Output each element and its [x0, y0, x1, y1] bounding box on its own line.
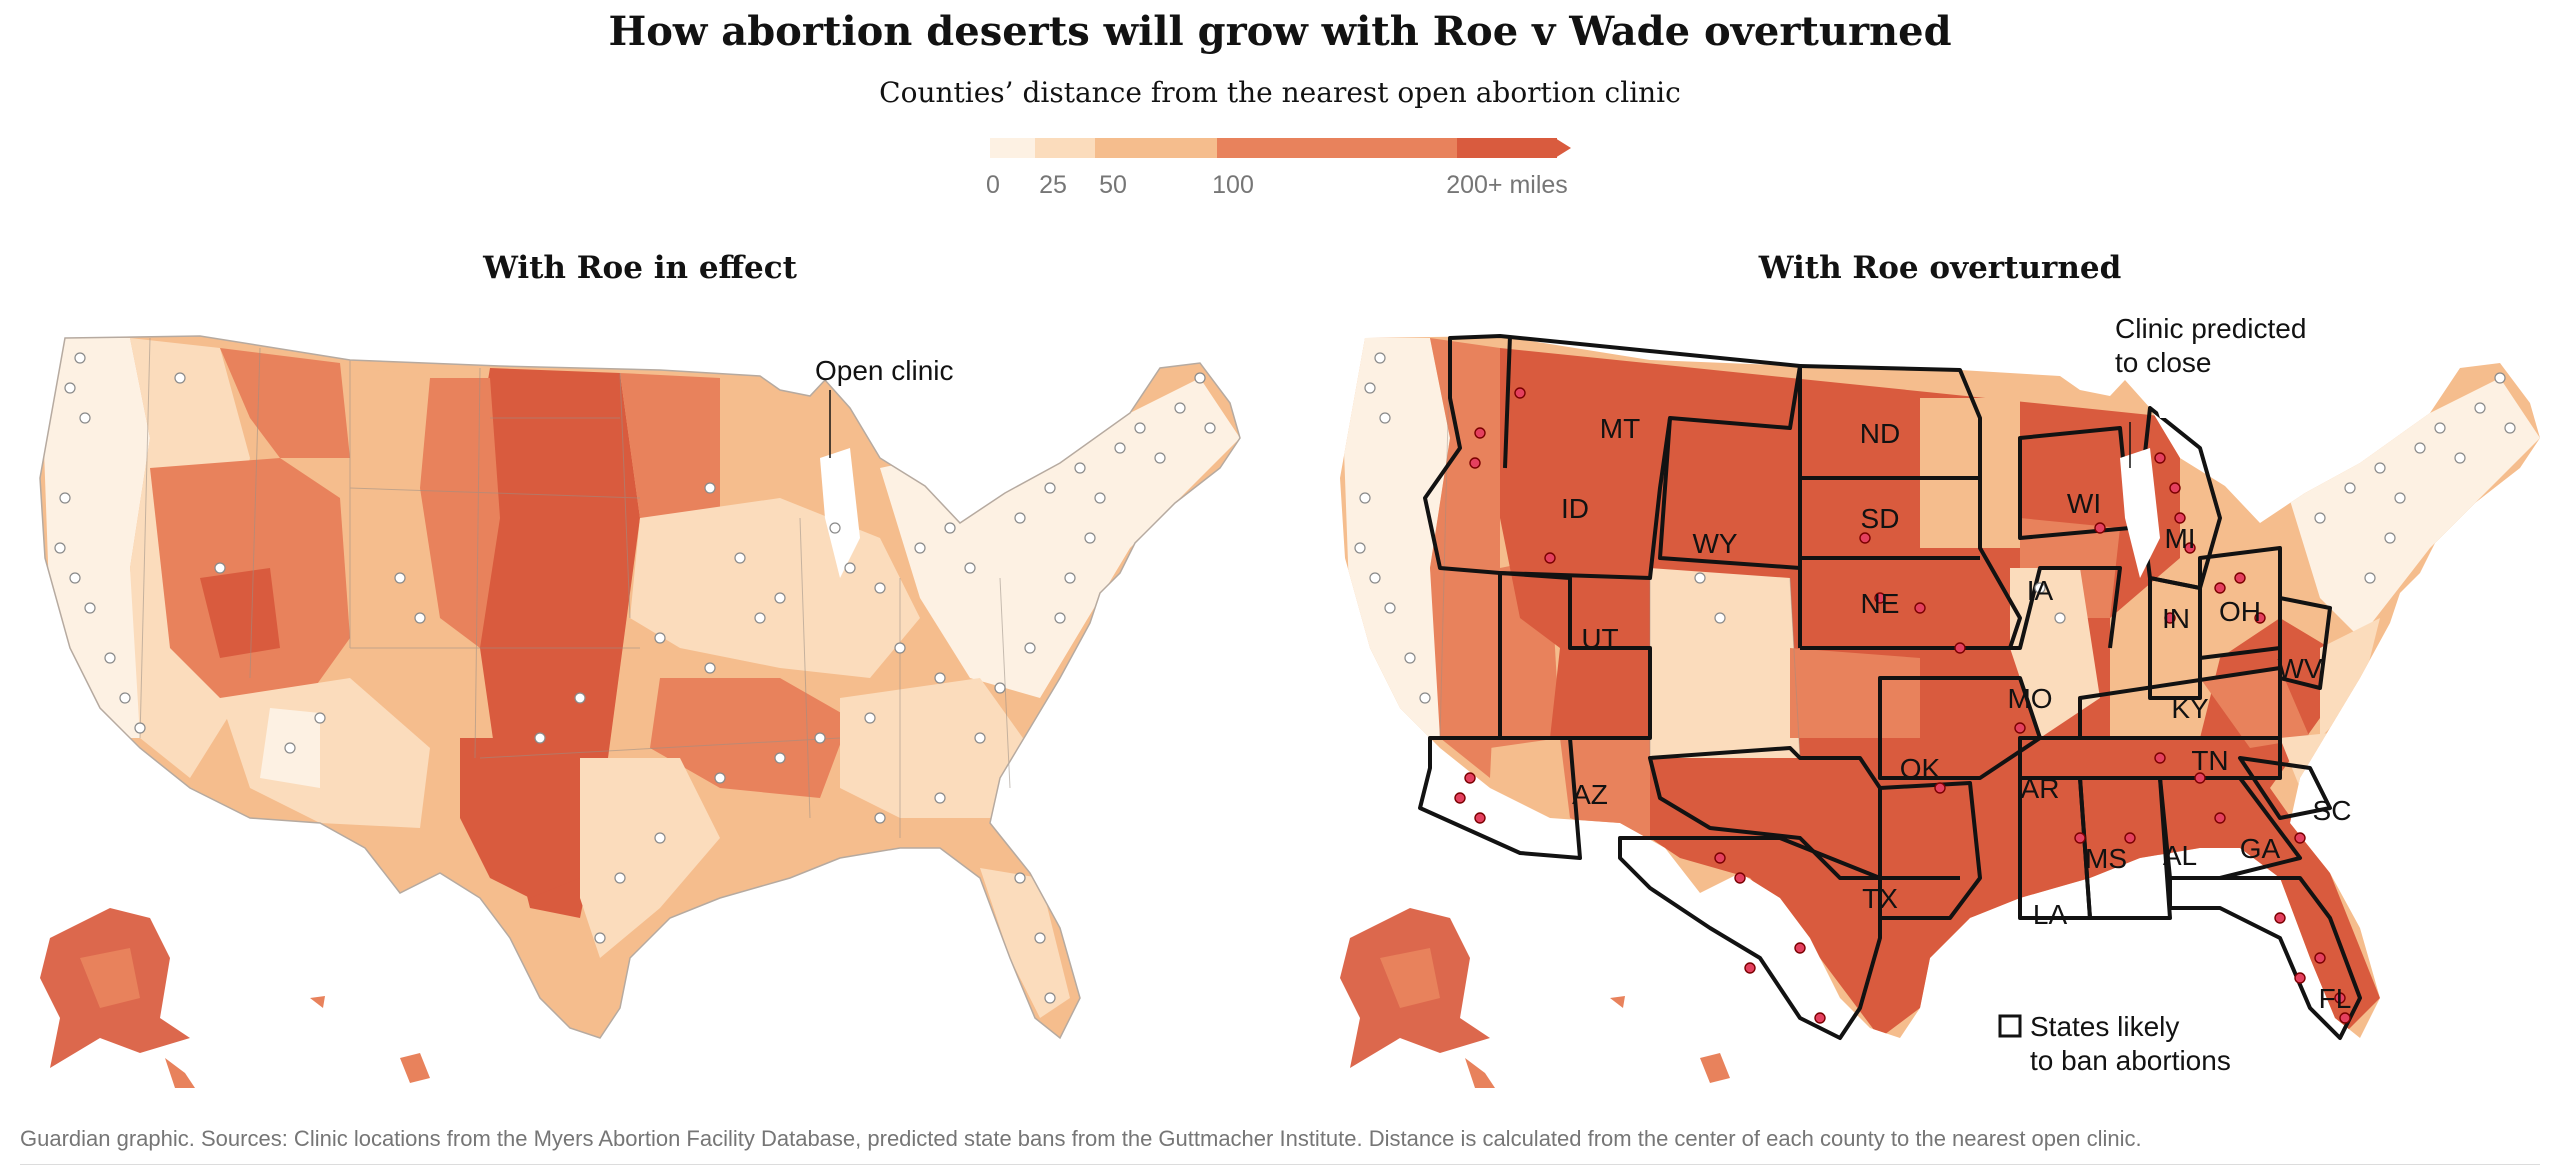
svg-text:WY: WY	[1692, 528, 1737, 559]
svg-text:FL: FL	[2319, 983, 2352, 1014]
svg-text:OK: OK	[1900, 753, 1941, 784]
closing-clinic-markers	[1454, 387, 2351, 1024]
state-labels: MT ND SD WY ID NE UT WI MI IA IN OH MO W…	[1561, 413, 2351, 1014]
right-panel-title: With Roe overturned	[1758, 250, 2122, 286]
svg-text:IN: IN	[2162, 603, 2190, 634]
svg-text:WI: WI	[2067, 488, 2101, 519]
svg-text:ID: ID	[1561, 493, 1589, 524]
svg-text:TN: TN	[2191, 745, 2228, 776]
closing-clinic-annotation-line2: to close	[2115, 347, 2212, 378]
chart-subtitle: Counties’ distance from the nearest open…	[879, 76, 1681, 109]
legend-bin-100-200	[1217, 138, 1457, 158]
legend-tick-200: 200+ miles	[1446, 171, 1568, 199]
ban-state-legend-line2: to ban abortions	[2030, 1045, 2231, 1076]
svg-text:MO: MO	[2007, 683, 2052, 714]
svg-text:AR: AR	[2021, 773, 2060, 804]
legend-tick-25: 25	[1039, 171, 1067, 199]
ban-state-legend-line1: States likely	[2030, 1011, 2179, 1042]
legend-tick-0: 0	[986, 171, 1000, 199]
svg-text:MT: MT	[1600, 413, 1640, 444]
legend-arrow-icon	[1555, 138, 1571, 158]
ban-states-outline	[1418, 334, 2362, 1040]
left-panel-title: With Roe in effect	[483, 250, 797, 286]
open-clinic-markers-right	[1354, 352, 2516, 704]
color-legend: 0 25 50 100 200+ miles	[985, 138, 1585, 208]
legend-tick-100: 100	[1212, 171, 1254, 199]
svg-text:ND: ND	[1860, 418, 1900, 449]
svg-text:MS: MS	[2085, 843, 2127, 874]
svg-text:KY: KY	[2171, 693, 2209, 724]
legend-tick-50: 50	[1099, 171, 1127, 199]
chart-title: How abortion deserts will grow with Roe …	[608, 8, 1952, 55]
open-clinic-markers	[54, 352, 1216, 1004]
svg-text:WV: WV	[2277, 653, 2322, 684]
svg-text:SC: SC	[2313, 795, 2352, 826]
left-map: Open clinic	[39, 335, 1241, 1088]
right-map: MT ND SD WY ID NE UT WI MI IA IN OH MO W…	[1340, 318, 2540, 1088]
footer-divider	[20, 1164, 2540, 1165]
svg-text:AL: AL	[2163, 840, 2197, 871]
legend-bin-0-25	[990, 138, 1035, 158]
legend-bin-50-100	[1095, 138, 1217, 158]
closing-clinic-annotation-line1: Clinic predicted	[2115, 318, 2306, 344]
svg-text:SD: SD	[1861, 503, 1900, 534]
ban-state-legend-swatch	[1998, 1014, 2022, 1038]
svg-text:AZ: AZ	[1572, 779, 1608, 810]
svg-text:NE: NE	[1861, 588, 1900, 619]
svg-text:IA: IA	[2027, 575, 2054, 606]
open-clinic-annotation: Open clinic	[815, 355, 954, 386]
svg-text:MI: MI	[2164, 523, 2195, 554]
source-footer: Guardian graphic. Sources: Clinic locati…	[20, 1126, 2142, 1151]
legend-bin-200-plus	[1457, 138, 1557, 158]
legend-bin-25-50	[1035, 138, 1095, 158]
svg-text:LA: LA	[2033, 899, 2068, 930]
svg-text:TX: TX	[1862, 883, 1898, 914]
svg-text:OH: OH	[2219, 596, 2261, 627]
svg-text:GA: GA	[2240, 833, 2281, 864]
svg-text:UT: UT	[1581, 623, 1618, 654]
